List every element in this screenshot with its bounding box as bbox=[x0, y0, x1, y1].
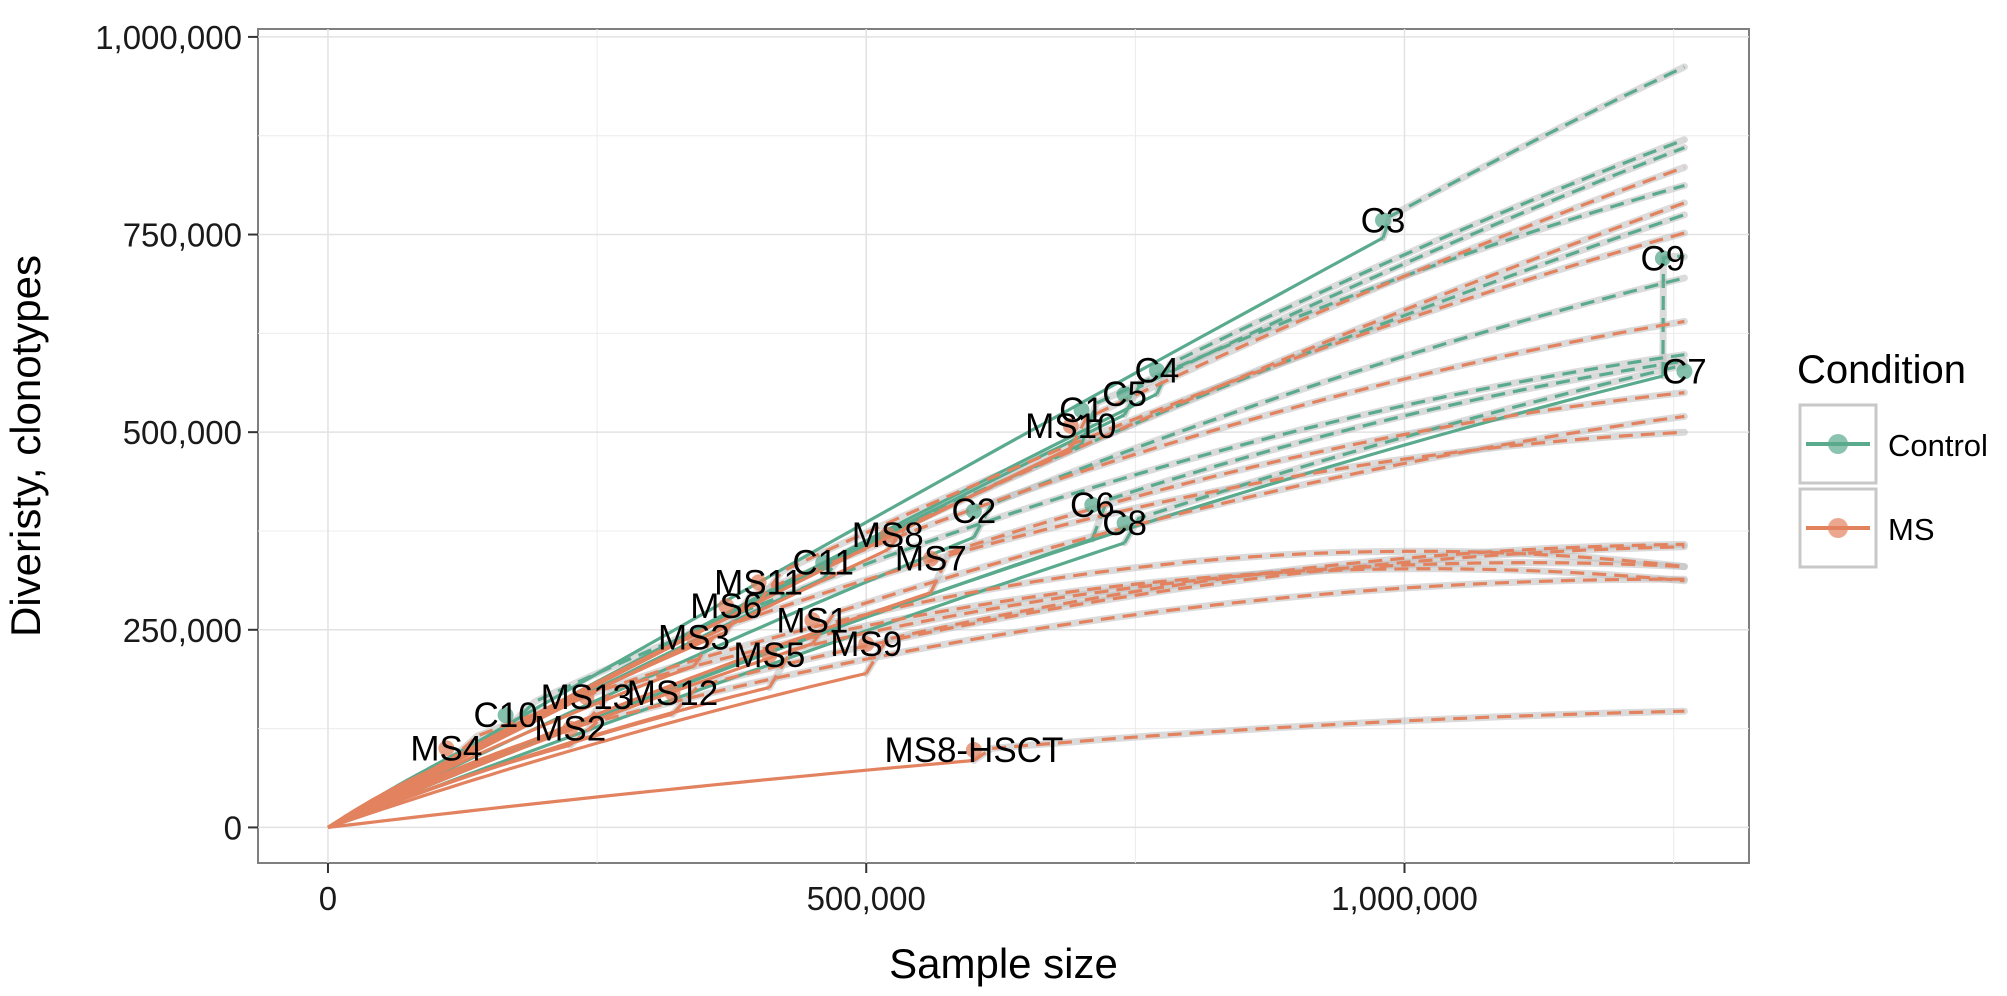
y-tick-label: 500,000 bbox=[123, 414, 242, 451]
sample-point bbox=[1084, 496, 1101, 513]
y-tick-label: 250,000 bbox=[123, 612, 242, 649]
sample-label: MS9 bbox=[830, 625, 902, 664]
extrapolation-line bbox=[569, 577, 1685, 747]
extrapolation-line bbox=[929, 391, 1685, 594]
sample-label: C4 bbox=[1135, 352, 1180, 391]
extrapolation-line bbox=[1090, 359, 1685, 540]
sample-point bbox=[965, 503, 982, 520]
sample-label: MS6 bbox=[690, 587, 762, 626]
extrapolation-line bbox=[757, 231, 1685, 604]
x-tick-label: 1,000,000 bbox=[1331, 880, 1478, 917]
sample-point bbox=[1654, 250, 1671, 267]
x-axis-title: Sample size bbox=[889, 940, 1118, 987]
sample-point bbox=[718, 598, 735, 615]
sample-point bbox=[858, 636, 875, 653]
sample-point bbox=[965, 741, 982, 758]
sample-point bbox=[879, 526, 896, 543]
extrapolation-line bbox=[886, 201, 1685, 551]
sample-label: C11 bbox=[792, 544, 854, 583]
sample-label: MS13 bbox=[541, 678, 632, 717]
sample-label: MS8 bbox=[852, 516, 924, 555]
sample-label: C2 bbox=[952, 492, 997, 531]
sample-label: C3 bbox=[1361, 201, 1406, 240]
sample-label: C8 bbox=[1102, 504, 1147, 543]
extrapolation-line bbox=[1381, 65, 1686, 239]
sample-label: MS8-HSCT bbox=[884, 731, 1063, 770]
sample-point bbox=[761, 647, 778, 664]
sample-point bbox=[438, 740, 455, 757]
interpolation-line bbox=[327, 721, 587, 829]
y-tick-label: 0 bbox=[224, 809, 242, 846]
legend-title: Condition bbox=[1797, 348, 1966, 392]
sample-label: MS3 bbox=[658, 619, 730, 658]
sample-point bbox=[685, 629, 702, 646]
interpolation-line bbox=[327, 671, 867, 829]
interpolation-line bbox=[327, 591, 932, 829]
sample-point bbox=[922, 550, 939, 567]
sample-label: MS7 bbox=[895, 540, 967, 579]
y-axis: 0 250,000 500,000 750,000 1,000,000 bbox=[95, 19, 258, 846]
y-axis-title: Diveristy, clonotypes bbox=[2, 255, 49, 637]
x-tick-label: 0 bbox=[319, 880, 337, 917]
extrapolation-line bbox=[811, 414, 1685, 645]
legend-item-ms: MS bbox=[1798, 487, 1935, 569]
legend-key-point bbox=[1828, 518, 1848, 538]
x-tick-label: 500,000 bbox=[807, 880, 926, 917]
sample-label: MS1 bbox=[776, 601, 848, 640]
extrapolation-line bbox=[692, 430, 1685, 667]
interpolation-line bbox=[327, 630, 727, 829]
sample-label: C1 bbox=[1059, 391, 1104, 430]
sample-label: MS4 bbox=[410, 729, 482, 768]
legend-label: MS bbox=[1888, 512, 1935, 547]
extrapolation-line bbox=[445, 549, 1685, 765]
legend-key-point bbox=[1828, 434, 1848, 454]
sample-point bbox=[578, 688, 595, 705]
legend-item-control: Control bbox=[1798, 403, 1988, 485]
sample-point bbox=[1116, 386, 1133, 403]
sample-point bbox=[1148, 362, 1165, 379]
sample-point bbox=[1374, 212, 1391, 229]
sample-label: MS5 bbox=[733, 636, 805, 675]
sample-point bbox=[1116, 515, 1133, 532]
sample-point bbox=[497, 707, 514, 724]
legend: Condition Control MS bbox=[1797, 348, 1988, 569]
legend-label: Control bbox=[1888, 428, 1988, 463]
sample-label: C9 bbox=[1641, 239, 1686, 278]
sample-point bbox=[562, 720, 579, 737]
extrapolation-line bbox=[1155, 138, 1685, 395]
extrapolation-line bbox=[972, 276, 1685, 539]
sample-label: C5 bbox=[1102, 375, 1147, 414]
sample-label: C6 bbox=[1070, 486, 1115, 525]
sample-point bbox=[1676, 363, 1693, 380]
sample-label: C10 bbox=[473, 696, 537, 735]
interpolation-line bbox=[327, 743, 571, 829]
sample-point bbox=[750, 574, 767, 591]
sample-label: MS12 bbox=[627, 674, 718, 713]
sample-label: MS2 bbox=[534, 710, 606, 749]
extrapolation-line bbox=[864, 542, 1685, 675]
sample-label: MS10 bbox=[1025, 407, 1116, 446]
x-axis: 0 500,000 1,000,000 bbox=[319, 863, 1478, 917]
y-tick-label: 750,000 bbox=[123, 217, 242, 254]
sample-point bbox=[1073, 402, 1090, 419]
interpolation-line bbox=[327, 758, 975, 829]
extrapolation-line bbox=[1123, 363, 1685, 544]
y-tick-label: 1,000,000 bbox=[95, 19, 242, 56]
sample-point bbox=[804, 612, 821, 629]
sample-point bbox=[1062, 417, 1079, 434]
extrapolation-line bbox=[973, 709, 1685, 762]
sample-label: MS11 bbox=[714, 563, 803, 602]
interpolation-line bbox=[327, 762, 447, 829]
sample-label: C7 bbox=[1662, 352, 1707, 391]
sample-point bbox=[664, 685, 681, 702]
extrapolation-line bbox=[1069, 165, 1685, 449]
sample-points bbox=[438, 212, 1693, 758]
sample-point bbox=[815, 554, 832, 571]
